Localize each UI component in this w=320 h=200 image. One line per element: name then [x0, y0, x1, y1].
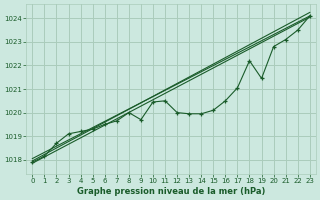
X-axis label: Graphe pression niveau de la mer (hPa): Graphe pression niveau de la mer (hPa) [77, 187, 265, 196]
